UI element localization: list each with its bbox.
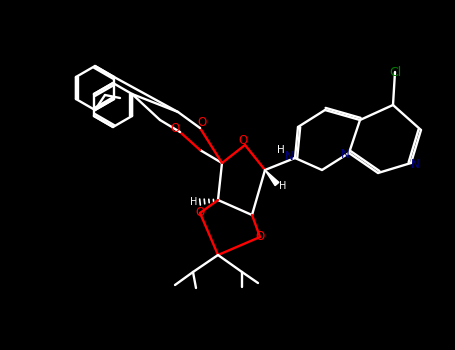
Text: H: H	[190, 197, 197, 207]
Text: N: N	[410, 159, 420, 172]
Text: O: O	[238, 134, 248, 147]
Text: O: O	[195, 206, 205, 219]
Text: O: O	[255, 231, 265, 244]
Text: O: O	[197, 117, 207, 130]
Text: H: H	[279, 181, 287, 191]
Text: Cl: Cl	[389, 65, 401, 78]
Text: N: N	[341, 148, 349, 161]
Polygon shape	[265, 170, 279, 186]
Text: H: H	[277, 145, 285, 155]
Text: N: N	[285, 149, 293, 162]
Text: O: O	[170, 122, 180, 135]
